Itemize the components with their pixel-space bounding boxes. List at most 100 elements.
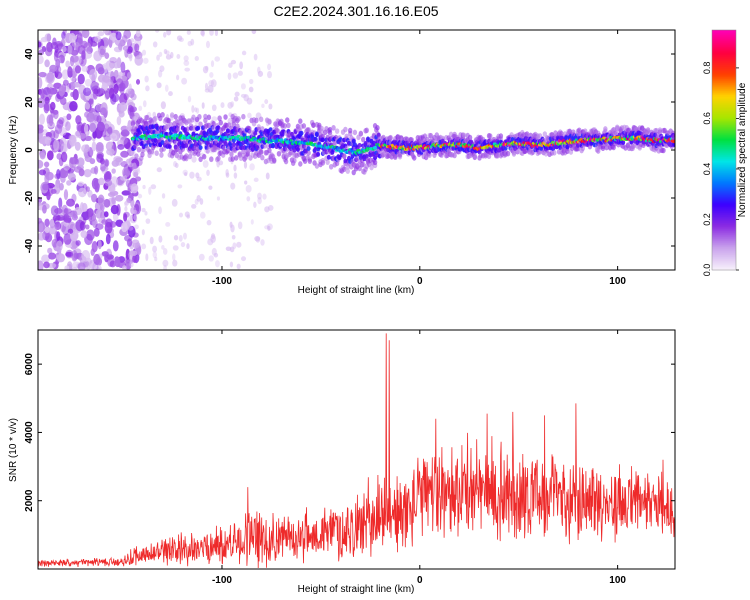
heatmap-cell bbox=[153, 115, 158, 122]
heatmap-cell bbox=[65, 251, 74, 257]
heatmap-cell bbox=[375, 124, 380, 131]
heatmap-cell bbox=[130, 128, 136, 135]
colorbar-step bbox=[712, 208, 736, 211]
colorbar-step bbox=[712, 182, 736, 185]
heatmap-cell bbox=[244, 180, 248, 185]
heatmap-cell bbox=[262, 193, 267, 200]
heatmap-cell bbox=[218, 119, 223, 126]
colorbar-step bbox=[712, 248, 736, 251]
colorbar-step bbox=[712, 72, 736, 75]
heatmap-cell bbox=[245, 185, 252, 193]
colorbar-step bbox=[712, 152, 736, 155]
heatmap-cell bbox=[103, 211, 109, 218]
heatmap-cell bbox=[160, 101, 166, 110]
heatmap-cell bbox=[210, 60, 215, 68]
heatmap-cell bbox=[205, 40, 210, 49]
heatmap-cell bbox=[63, 143, 68, 152]
colorbar-step bbox=[712, 258, 736, 261]
colorbar-step bbox=[712, 230, 736, 233]
colorbar-step bbox=[712, 144, 736, 147]
heatmap-cell bbox=[211, 104, 217, 112]
colorbar-step bbox=[712, 164, 736, 167]
heatmap-cell bbox=[48, 86, 54, 98]
heatmap-cell bbox=[298, 118, 303, 124]
heatmap-cell bbox=[113, 46, 123, 53]
heatmap-cell bbox=[129, 183, 134, 190]
heatmap-cell bbox=[307, 158, 313, 164]
heatmap-cell bbox=[59, 96, 67, 106]
heatmap-cell bbox=[38, 77, 43, 89]
heatmap-cell bbox=[369, 164, 374, 171]
heatmap-cell bbox=[127, 226, 134, 231]
heatmap-cell bbox=[210, 234, 216, 243]
heatmap-cell bbox=[123, 175, 128, 182]
heatmap-cell bbox=[109, 32, 118, 41]
heatmap-cell bbox=[204, 82, 209, 91]
heatmap-cell bbox=[201, 30, 205, 37]
heatmap-cell bbox=[77, 187, 87, 198]
heatmap-cell bbox=[267, 225, 271, 231]
heatmap-cell bbox=[236, 263, 241, 270]
heatmap-cell bbox=[194, 107, 198, 113]
heatmap-cell bbox=[93, 227, 100, 237]
heatmap-cell bbox=[249, 78, 254, 85]
heatmap-cell bbox=[69, 55, 75, 67]
heatmap-cell bbox=[250, 219, 254, 225]
heatmap-cell bbox=[505, 150, 511, 157]
heatmap-cell bbox=[258, 148, 264, 155]
heatmap-cell bbox=[89, 262, 98, 270]
heatmap-cell bbox=[282, 123, 288, 129]
heatmap-cell bbox=[120, 161, 128, 168]
colorbar-step bbox=[712, 102, 736, 105]
heatmap-cell bbox=[154, 150, 159, 156]
heatmap-cell bbox=[68, 32, 76, 44]
heatmap-cell bbox=[132, 242, 140, 249]
colorbar-step bbox=[712, 108, 736, 111]
heatmap-cell bbox=[427, 152, 432, 158]
heatmap-cell bbox=[111, 168, 116, 174]
colorbar-frame bbox=[711, 29, 737, 271]
heatmap-cell bbox=[240, 83, 246, 90]
heatmap-cell bbox=[104, 159, 110, 167]
heatmap-cell bbox=[351, 169, 356, 176]
heatmap-cell bbox=[45, 131, 52, 138]
colorbar-step bbox=[712, 64, 736, 67]
heatmap-cell bbox=[61, 37, 68, 44]
heatmap-cell bbox=[461, 132, 467, 139]
heatmap-cell bbox=[50, 188, 57, 195]
heatmap-cell bbox=[41, 183, 50, 191]
heatmap-cell bbox=[200, 211, 206, 219]
heatmap-cell bbox=[173, 161, 178, 168]
colorbar-step bbox=[712, 46, 736, 49]
heatmap-cell bbox=[246, 196, 251, 202]
heatmap-cell bbox=[216, 196, 220, 201]
colorbar-step bbox=[712, 116, 736, 119]
heatmap-cell bbox=[159, 152, 164, 158]
heatmap-cell bbox=[524, 131, 530, 137]
colorbar-step bbox=[712, 244, 736, 247]
heatmap-cell bbox=[158, 51, 163, 57]
heatmap-cell bbox=[672, 139, 675, 144]
colorbar-tick-label: 0.6 bbox=[702, 112, 712, 125]
colorbar-step bbox=[712, 262, 736, 265]
heatmap-cell bbox=[197, 114, 202, 120]
heatmap-cell bbox=[114, 38, 124, 47]
heatmap-cell bbox=[156, 54, 160, 61]
heatmap-cell bbox=[61, 46, 67, 53]
heatmap-cell bbox=[233, 172, 238, 179]
heatmap-cell bbox=[342, 166, 347, 172]
heatmap-cell bbox=[104, 52, 110, 59]
heatmap-cell bbox=[552, 150, 557, 156]
colorbar-step bbox=[712, 114, 736, 117]
heatmap-cell bbox=[206, 122, 212, 129]
heatmap-cell bbox=[115, 157, 124, 163]
heatmap-cell bbox=[130, 38, 135, 43]
heatmap-cell bbox=[75, 115, 82, 125]
heatmap-cell bbox=[38, 232, 46, 241]
heatmap-cell bbox=[77, 262, 86, 270]
heatmap-cell bbox=[217, 115, 222, 121]
heatmap-cell bbox=[99, 107, 107, 116]
heatmap-cell bbox=[67, 172, 76, 181]
heatmap-cell bbox=[75, 219, 85, 232]
